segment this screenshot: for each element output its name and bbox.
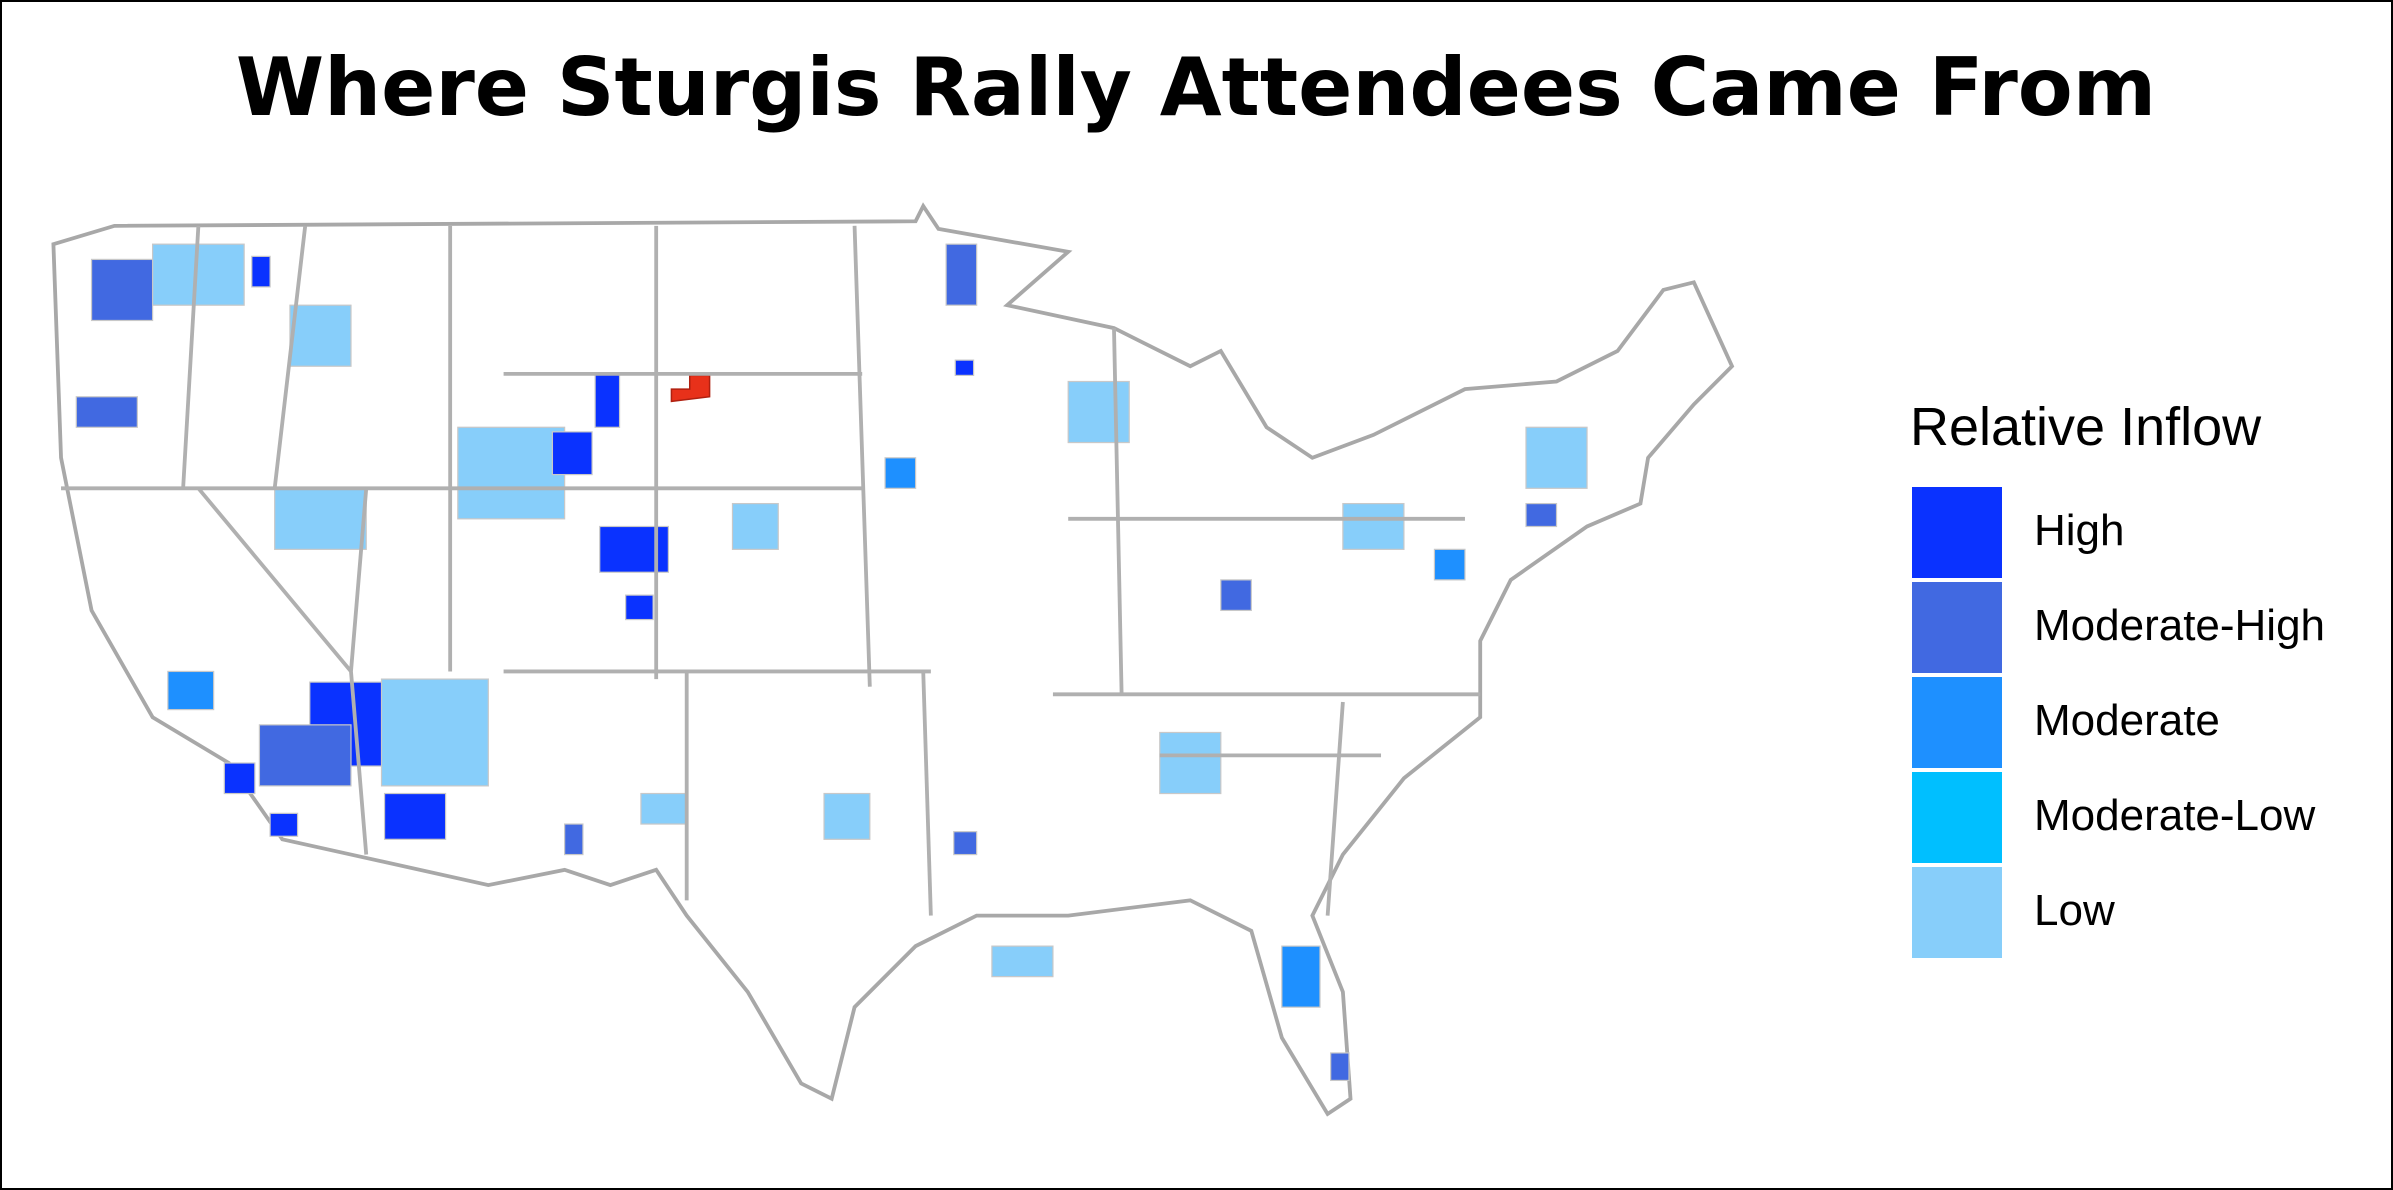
county [167, 670, 215, 711]
county [1281, 945, 1321, 1008]
county [75, 396, 138, 428]
county [991, 945, 1054, 978]
county [223, 762, 256, 795]
county [884, 457, 917, 489]
legend-swatch [1910, 865, 2004, 960]
legend-label: Moderate-Low [2034, 791, 2315, 840]
county [1067, 380, 1130, 444]
county [564, 823, 584, 856]
county [457, 426, 566, 520]
county [269, 812, 299, 837]
legend-swatch [1910, 675, 2004, 770]
county [274, 487, 367, 550]
county [640, 792, 688, 825]
county [90, 258, 154, 322]
legend-label: Low [2034, 886, 2115, 935]
legend-label: Moderate [2034, 696, 2220, 745]
county [383, 792, 447, 840]
county [1330, 1052, 1350, 1082]
county [953, 831, 978, 856]
legend-swatch [1910, 580, 2004, 675]
county [731, 502, 779, 550]
legend-title: Relative Inflow [1910, 397, 2262, 457]
legend-swatch [1910, 770, 2004, 865]
county [823, 792, 871, 840]
county [251, 255, 271, 288]
county [289, 304, 352, 367]
state-borders [61, 225, 1481, 916]
legend: High Moderate-High Moderate Moderate-Low Low [1910, 485, 2325, 960]
county [258, 724, 352, 787]
county [551, 431, 593, 476]
us-map [51, 202, 1735, 1117]
legend-label: High [2034, 506, 2125, 555]
county [954, 359, 975, 377]
county [380, 678, 489, 787]
county [1342, 502, 1405, 550]
county [594, 373, 621, 428]
legend-swatch [1910, 485, 2004, 580]
county [945, 243, 978, 306]
county [1159, 731, 1222, 795]
county [1525, 502, 1558, 528]
state-border [61, 225, 1481, 916]
county [1525, 426, 1588, 489]
county [1220, 579, 1252, 612]
map-title: Where Sturgis Rally Attendees Came From [236, 41, 2156, 134]
legend-label: Moderate-High [2034, 601, 2325, 650]
county [625, 594, 654, 621]
county [1433, 548, 1466, 581]
